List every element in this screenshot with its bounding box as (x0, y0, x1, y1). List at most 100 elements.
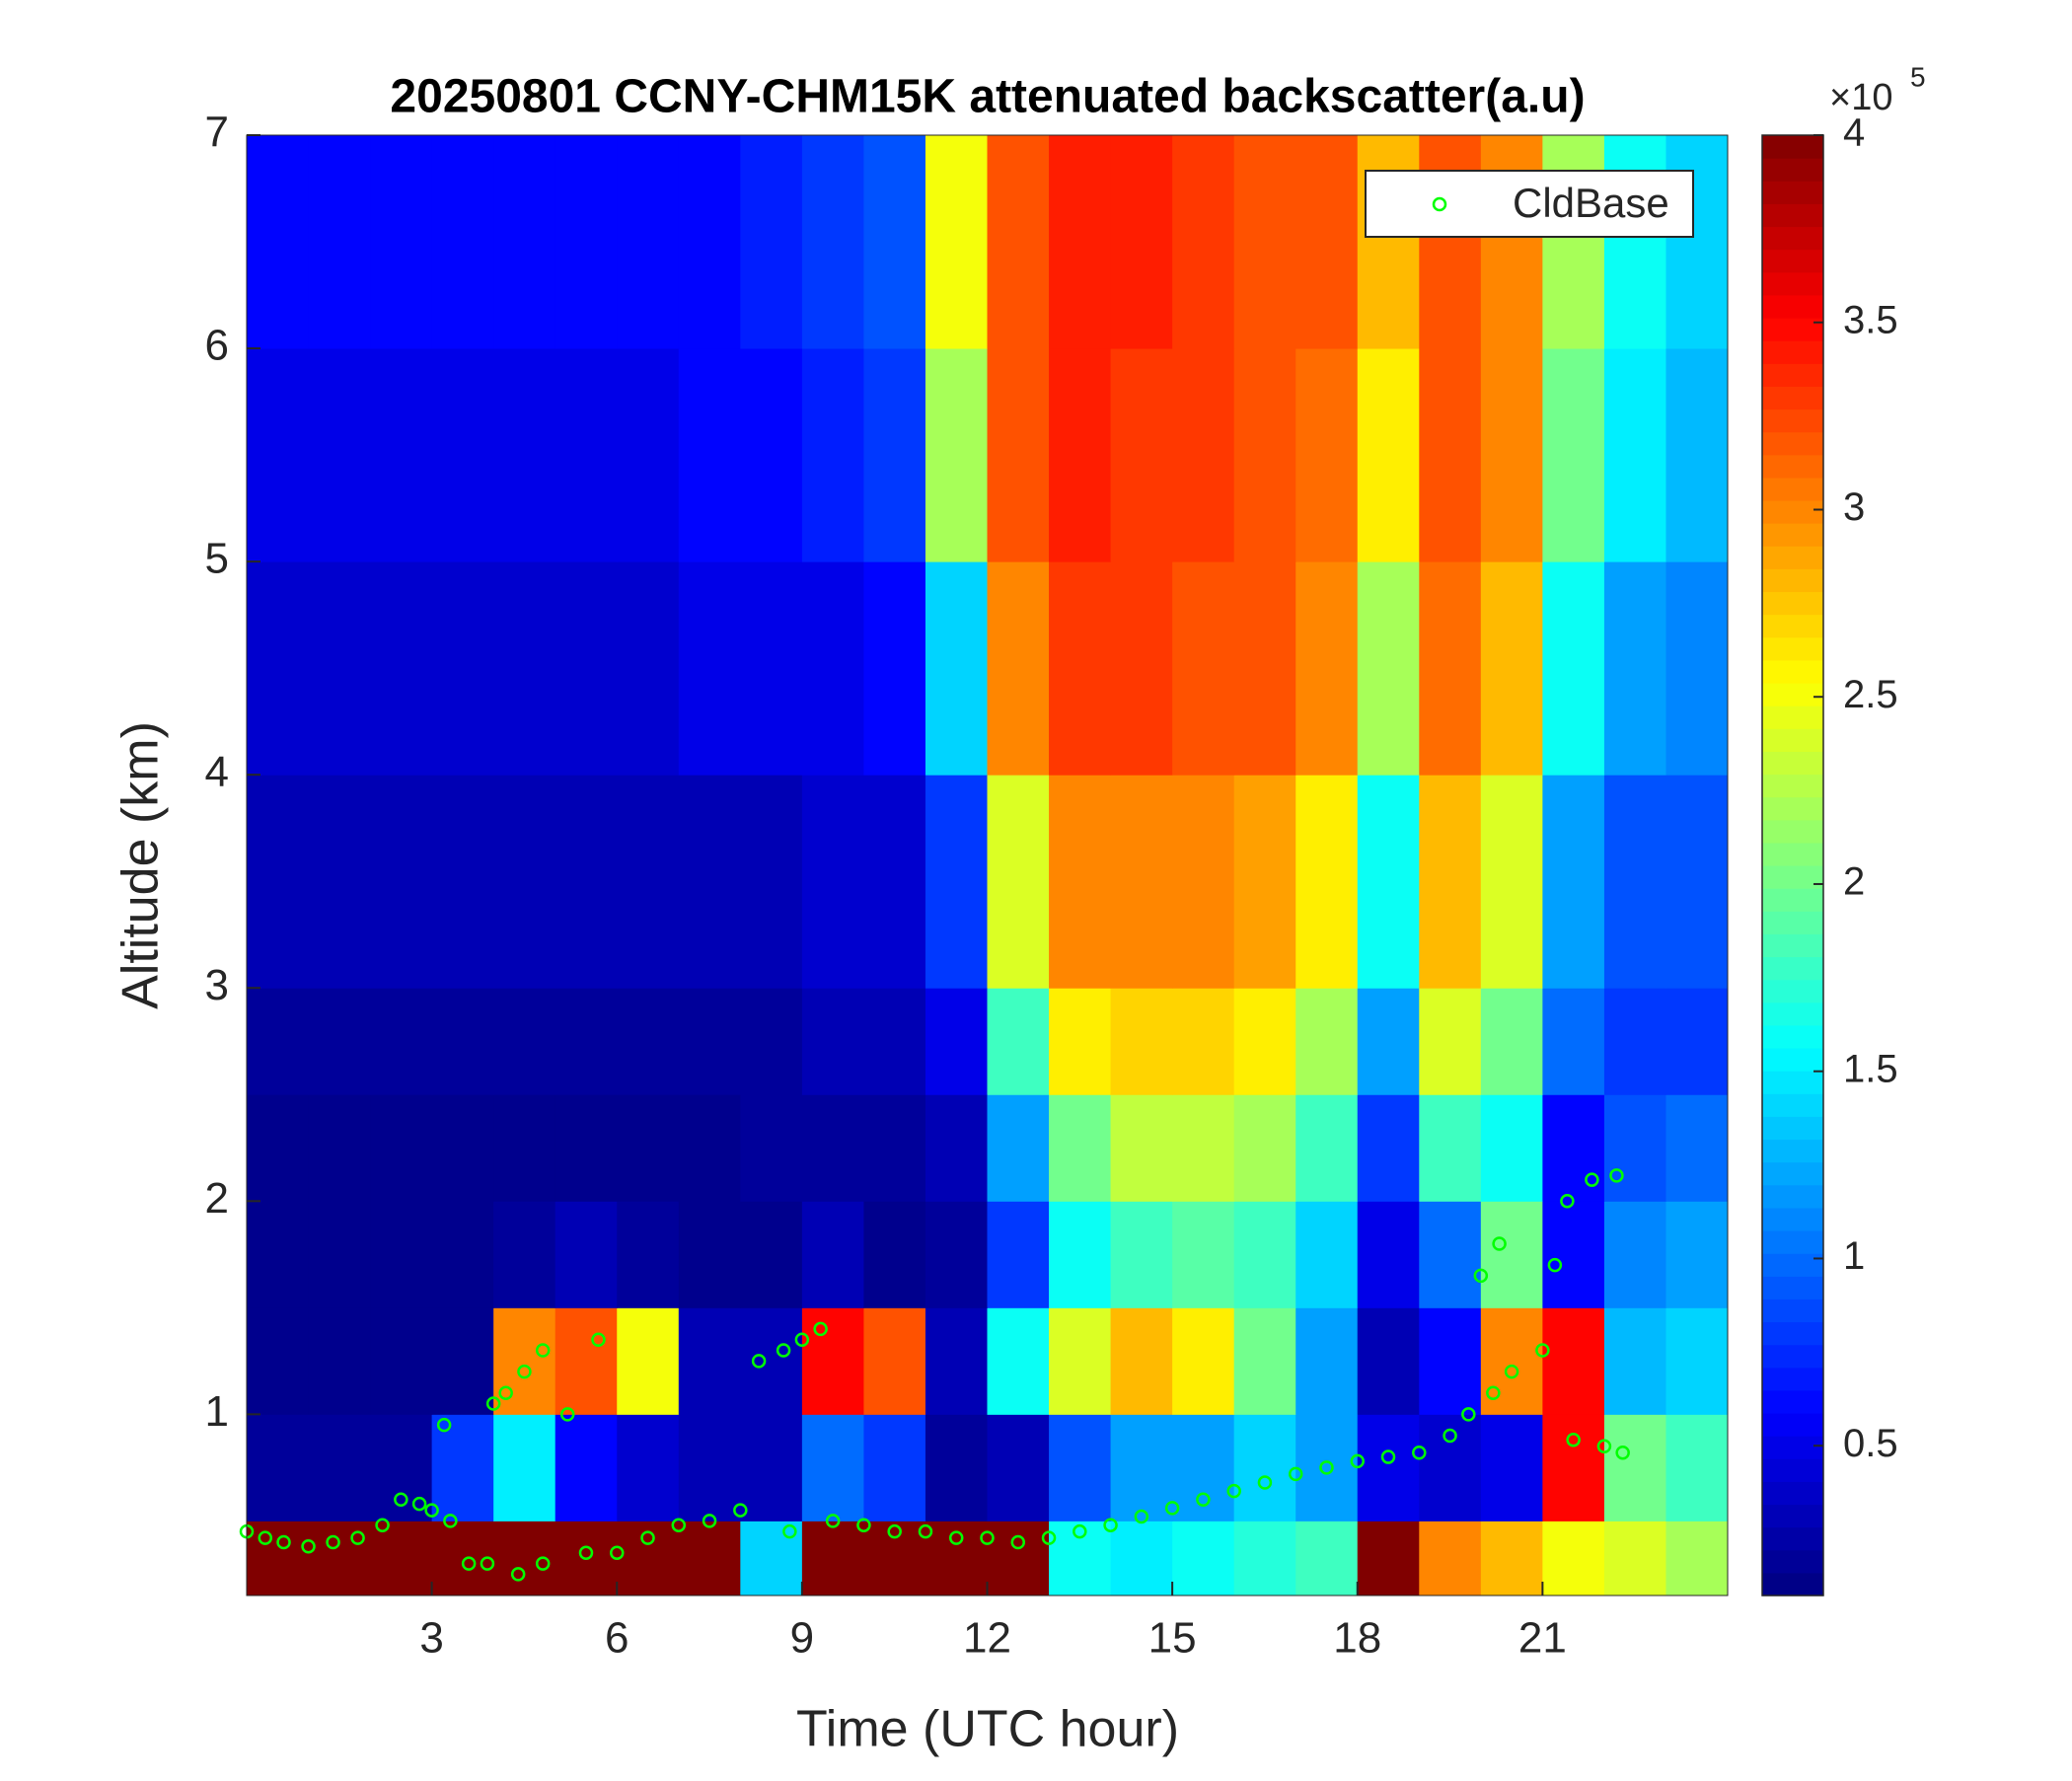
heatmap-cell (801, 1094, 864, 1202)
heatmap-cell (740, 1201, 803, 1308)
heatmap-cell (1480, 135, 1543, 349)
heatmap-cell (1049, 1414, 1112, 1521)
heatmap-cell (1665, 1307, 1729, 1415)
colorbar-tick-label: 2 (1843, 860, 1865, 904)
heatmap-cell (1295, 1521, 1359, 1596)
heatmap-cell (1419, 561, 1482, 776)
colorbar-tick-label: 1.5 (1843, 1047, 1898, 1090)
heatmap-cell (493, 1307, 556, 1415)
heatmap-cell (431, 135, 494, 349)
heatmap-cell (1419, 775, 1482, 989)
heatmap-cell (308, 135, 371, 349)
colorbar-step (1762, 1048, 1823, 1072)
heatmap-cell (1110, 1521, 1173, 1596)
cloud-base-point (1380, 1449, 1396, 1464)
cloud-base-point (1560, 1194, 1575, 1209)
cloud-base-point (301, 1539, 316, 1554)
heatmap-cell (863, 561, 926, 776)
colorbar-step (1762, 386, 1823, 410)
heatmap-cell (1542, 1414, 1605, 1521)
heatmap-cell (1665, 988, 1729, 1095)
y-tick-label: 4 (205, 748, 229, 796)
heatmap-cell (863, 1414, 926, 1521)
cloud-base-point (776, 1343, 791, 1358)
cloud-base-point (825, 1514, 841, 1528)
cloud-base-point (1350, 1453, 1365, 1469)
heatmap-cell (1419, 135, 1482, 349)
cloud-base-point (1134, 1509, 1149, 1524)
y-tick-label: 7 (205, 109, 229, 157)
heatmap-cell (678, 775, 741, 989)
heatmap-cell (801, 561, 864, 776)
cloud-base-point (1547, 1257, 1563, 1273)
heatmap-cell (1049, 988, 1112, 1095)
heatmap-cell (1357, 348, 1420, 562)
colorbar-step (1762, 158, 1823, 182)
cloud-base-point (1226, 1483, 1241, 1499)
heatmap-cell (1419, 348, 1482, 562)
colorbar-step (1762, 614, 1823, 638)
cloud-base-point (436, 1417, 452, 1433)
heatmap-cell (431, 1414, 494, 1521)
heatmap-cell (1049, 1094, 1112, 1202)
heatmap-cell (1233, 561, 1296, 776)
colorbar-step (1762, 1116, 1823, 1141)
cloud-base-point (1103, 1518, 1118, 1532)
heatmap-cell (247, 1094, 310, 1202)
heatmap-cell (431, 348, 494, 562)
heatmap-cell (1295, 561, 1359, 776)
heatmap-cell (863, 1201, 926, 1308)
cloud-base-point (887, 1523, 902, 1539)
x-tick-label: 18 (1333, 1614, 1381, 1663)
heatmap-cell (1603, 1414, 1666, 1521)
heatmap-cell (1049, 775, 1112, 989)
heatmap-cell (801, 988, 864, 1095)
heatmap-cell (740, 988, 803, 1095)
heatmap-cell (1233, 1201, 1296, 1308)
colorbar-step (1762, 1572, 1823, 1596)
heatmap-cell (1603, 1521, 1666, 1596)
colorbar-step (1762, 363, 1823, 387)
cloud-base-point (1609, 1168, 1624, 1183)
heatmap-cell (678, 1414, 741, 1521)
heatmap-cell (1172, 561, 1235, 776)
heatmap-cell (863, 135, 926, 349)
heatmap-cell (1357, 1414, 1420, 1521)
heatmap-cell (1542, 135, 1605, 349)
colorbar-step (1762, 1458, 1823, 1482)
heatmap-cell (1049, 1307, 1112, 1415)
colorbar-step (1762, 956, 1823, 981)
cloud-base-point (485, 1396, 501, 1411)
heatmap-cell (1542, 348, 1605, 562)
heatmap-cell (555, 1414, 618, 1521)
colorbar-step (1762, 523, 1823, 547)
heatmap-cell (1603, 1201, 1666, 1308)
cloud-base-point (1196, 1492, 1211, 1508)
heatmap-cell (863, 775, 926, 989)
heatmap-cell (1295, 988, 1359, 1095)
heatmap-cell (1480, 348, 1543, 562)
colorbar-step (1762, 591, 1823, 616)
colorbar-step (1762, 1002, 1823, 1026)
heatmap-cell (1419, 1307, 1482, 1415)
colorbar-step (1762, 1139, 1823, 1163)
cloud-base-point (424, 1503, 439, 1518)
y-tick-label: 2 (205, 1174, 229, 1223)
heatmap-cell (925, 1414, 988, 1521)
heatmap-cell (1542, 988, 1605, 1095)
heatmap-cell (247, 1307, 310, 1415)
colorbar-step (1762, 500, 1823, 524)
heatmap-cell (678, 135, 741, 349)
heatmap-cell (1542, 1307, 1605, 1415)
heatmap-cell (1172, 1201, 1235, 1308)
heatmap-cell (1172, 1307, 1235, 1415)
heatmap-cell (370, 1521, 433, 1596)
colorbar-step (1762, 933, 1823, 958)
heatmap-cell (493, 1414, 556, 1521)
heatmap-cell (987, 561, 1050, 776)
cloud-base-point (671, 1518, 687, 1532)
heatmap-cell (740, 348, 803, 562)
heatmap-cell (370, 775, 433, 989)
colorbar-multiplier: ×10 (1829, 77, 1892, 118)
